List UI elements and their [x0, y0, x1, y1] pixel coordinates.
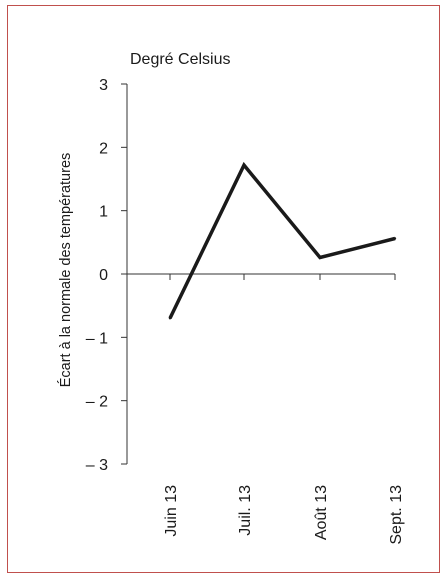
y-tick-label: 2: [99, 140, 108, 157]
x-tick-label: Juin 13: [163, 485, 180, 537]
y-tick-label: 3: [99, 77, 108, 94]
data-point: [168, 317, 172, 320]
data-point: [318, 256, 322, 259]
data-point: [242, 163, 246, 167]
chart-frame: [7, 5, 440, 573]
y-tick-label: – 2: [86, 394, 108, 411]
unit-label: Degré Celsius: [130, 51, 231, 68]
y-tick-label: 0: [99, 267, 108, 284]
x-tick-label: Sept. 13: [388, 485, 405, 545]
data-point: [393, 237, 397, 240]
x-tick-label: Juil. 13: [237, 485, 254, 536]
y-tick-label: – 3: [86, 457, 108, 474]
x-tick-label: Août 13: [313, 485, 330, 540]
y-tick-label: 1: [99, 204, 108, 221]
series-line: [168, 161, 396, 320]
y-tick-label: – 1: [86, 330, 108, 347]
